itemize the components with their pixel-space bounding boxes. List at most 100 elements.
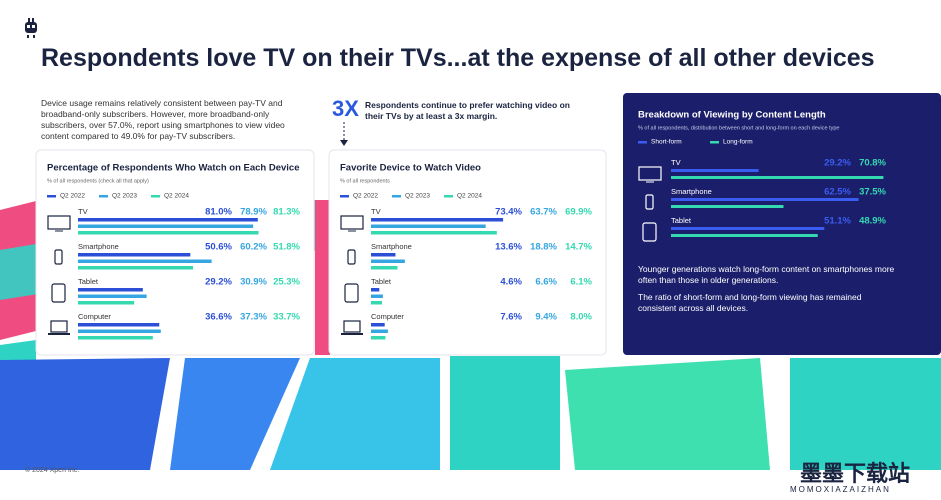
- icon: [642, 222, 657, 242]
- legend-label: Short-form: [651, 139, 682, 146]
- chart-subtitle: % of all respondents: [340, 178, 390, 184]
- category-label: Computer: [371, 312, 404, 321]
- bar: [371, 323, 385, 327]
- value-label: 25.3%: [273, 277, 300, 288]
- category-label: Smartphone: [78, 242, 119, 251]
- copyright: © 2024 Xperi Inc.: [25, 467, 80, 474]
- legend-label: Q2 2024: [164, 193, 189, 200]
- icon: [54, 249, 63, 265]
- category-label: Tablet: [371, 277, 392, 286]
- bar: [78, 266, 193, 270]
- category-label: Tablet: [671, 216, 692, 225]
- bar: [371, 336, 386, 340]
- value-label: 33.7%: [273, 312, 300, 323]
- watermark: 墨墨下载站: [800, 461, 911, 486]
- bar: [78, 329, 161, 333]
- bar: [78, 336, 153, 340]
- legend-swatch: [340, 195, 349, 198]
- bar: [371, 301, 382, 305]
- chart-title: Percentage of Respondents Who Watch on E…: [47, 163, 300, 174]
- value-label: 29.2%: [824, 158, 851, 169]
- chart-title: Favorite Device to Watch Video: [340, 163, 481, 174]
- legend-label: Q2 2022: [60, 193, 85, 200]
- page-title: Respondents love TV on their TVs...at th…: [41, 44, 875, 72]
- value-label: 4.6%: [500, 277, 522, 288]
- legend-label: Q2 2024: [457, 193, 482, 200]
- value-label: 69.9%: [565, 207, 592, 218]
- bar: [671, 227, 825, 230]
- value-label: 70.8%: [859, 158, 886, 169]
- value-label: 7.6%: [500, 312, 522, 323]
- bar: [671, 234, 818, 237]
- bar: [78, 259, 212, 263]
- chart-subtitle: % of all respondents, distribution betwe…: [638, 125, 839, 131]
- bar: [371, 329, 388, 333]
- bar: [371, 288, 380, 292]
- value-label: 50.6%: [205, 242, 232, 253]
- bar: [371, 266, 398, 270]
- icon: [344, 283, 359, 303]
- bar: [78, 301, 135, 305]
- bar: [78, 218, 258, 222]
- chart-title: Breakdown of Viewing by Content Length: [638, 110, 826, 121]
- chart-subtitle: % of all respondents (check all that app…: [47, 178, 149, 184]
- bar: [78, 253, 191, 257]
- value-label: 51.8%: [273, 242, 300, 253]
- legend-swatch: [47, 195, 56, 198]
- value-label: 81.0%: [205, 207, 232, 218]
- category-label: Computer: [78, 312, 111, 321]
- legend-swatch: [710, 141, 719, 144]
- bar: [671, 176, 884, 179]
- icon: [50, 320, 68, 333]
- category-label: TV: [371, 207, 381, 216]
- value-label: 48.9%: [859, 216, 886, 227]
- bar: [671, 169, 759, 172]
- bar: [371, 253, 396, 257]
- category-label: Smartphone: [671, 187, 712, 196]
- value-label: 73.4%: [495, 207, 522, 218]
- bar: [78, 288, 143, 292]
- legend-swatch: [638, 141, 647, 144]
- value-label: 6.1%: [570, 277, 592, 288]
- bar: [78, 231, 259, 235]
- annotation: The ratio of short-form and long-form vi…: [638, 292, 862, 313]
- value-label: 51.1%: [824, 216, 851, 227]
- value-label: 36.6%: [205, 312, 232, 323]
- category-label: Smartphone: [371, 242, 412, 251]
- bar: [371, 231, 497, 235]
- bar: [371, 224, 486, 228]
- icon: [645, 194, 654, 210]
- value-label: 30.9%: [240, 277, 267, 288]
- legend-swatch: [444, 195, 453, 198]
- value-label: 78.9%: [240, 207, 267, 218]
- bar: [371, 259, 405, 263]
- legend-label: Long-form: [723, 139, 753, 146]
- callout-text: Respondents continue to prefer watching …: [365, 100, 570, 121]
- callout-big: 3X: [332, 96, 359, 121]
- value-label: 14.7%: [565, 242, 592, 253]
- bar: [671, 205, 784, 208]
- category-label: Tablet: [78, 277, 99, 286]
- value-label: 37.3%: [240, 312, 267, 323]
- legend-label: Q2 2022: [353, 193, 378, 200]
- value-label: 60.2%: [240, 242, 267, 253]
- icon: [51, 283, 66, 303]
- icon: [47, 215, 71, 230]
- icon: [343, 320, 361, 333]
- notes: Younger generations watch long-form cont…: [638, 264, 898, 320]
- value-label: 37.5%: [859, 187, 886, 198]
- icon: [340, 215, 364, 230]
- bar: [78, 224, 254, 228]
- bar: [78, 294, 147, 298]
- value-label: 9.4%: [535, 312, 557, 323]
- legend-swatch: [151, 195, 160, 198]
- value-label: 62.5%: [824, 187, 851, 198]
- bar: [371, 218, 504, 222]
- value-label: 8.0%: [570, 312, 592, 323]
- value-label: 29.2%: [205, 277, 232, 288]
- value-label: 13.6%: [495, 242, 522, 253]
- legend-label: Q2 2023: [112, 193, 137, 200]
